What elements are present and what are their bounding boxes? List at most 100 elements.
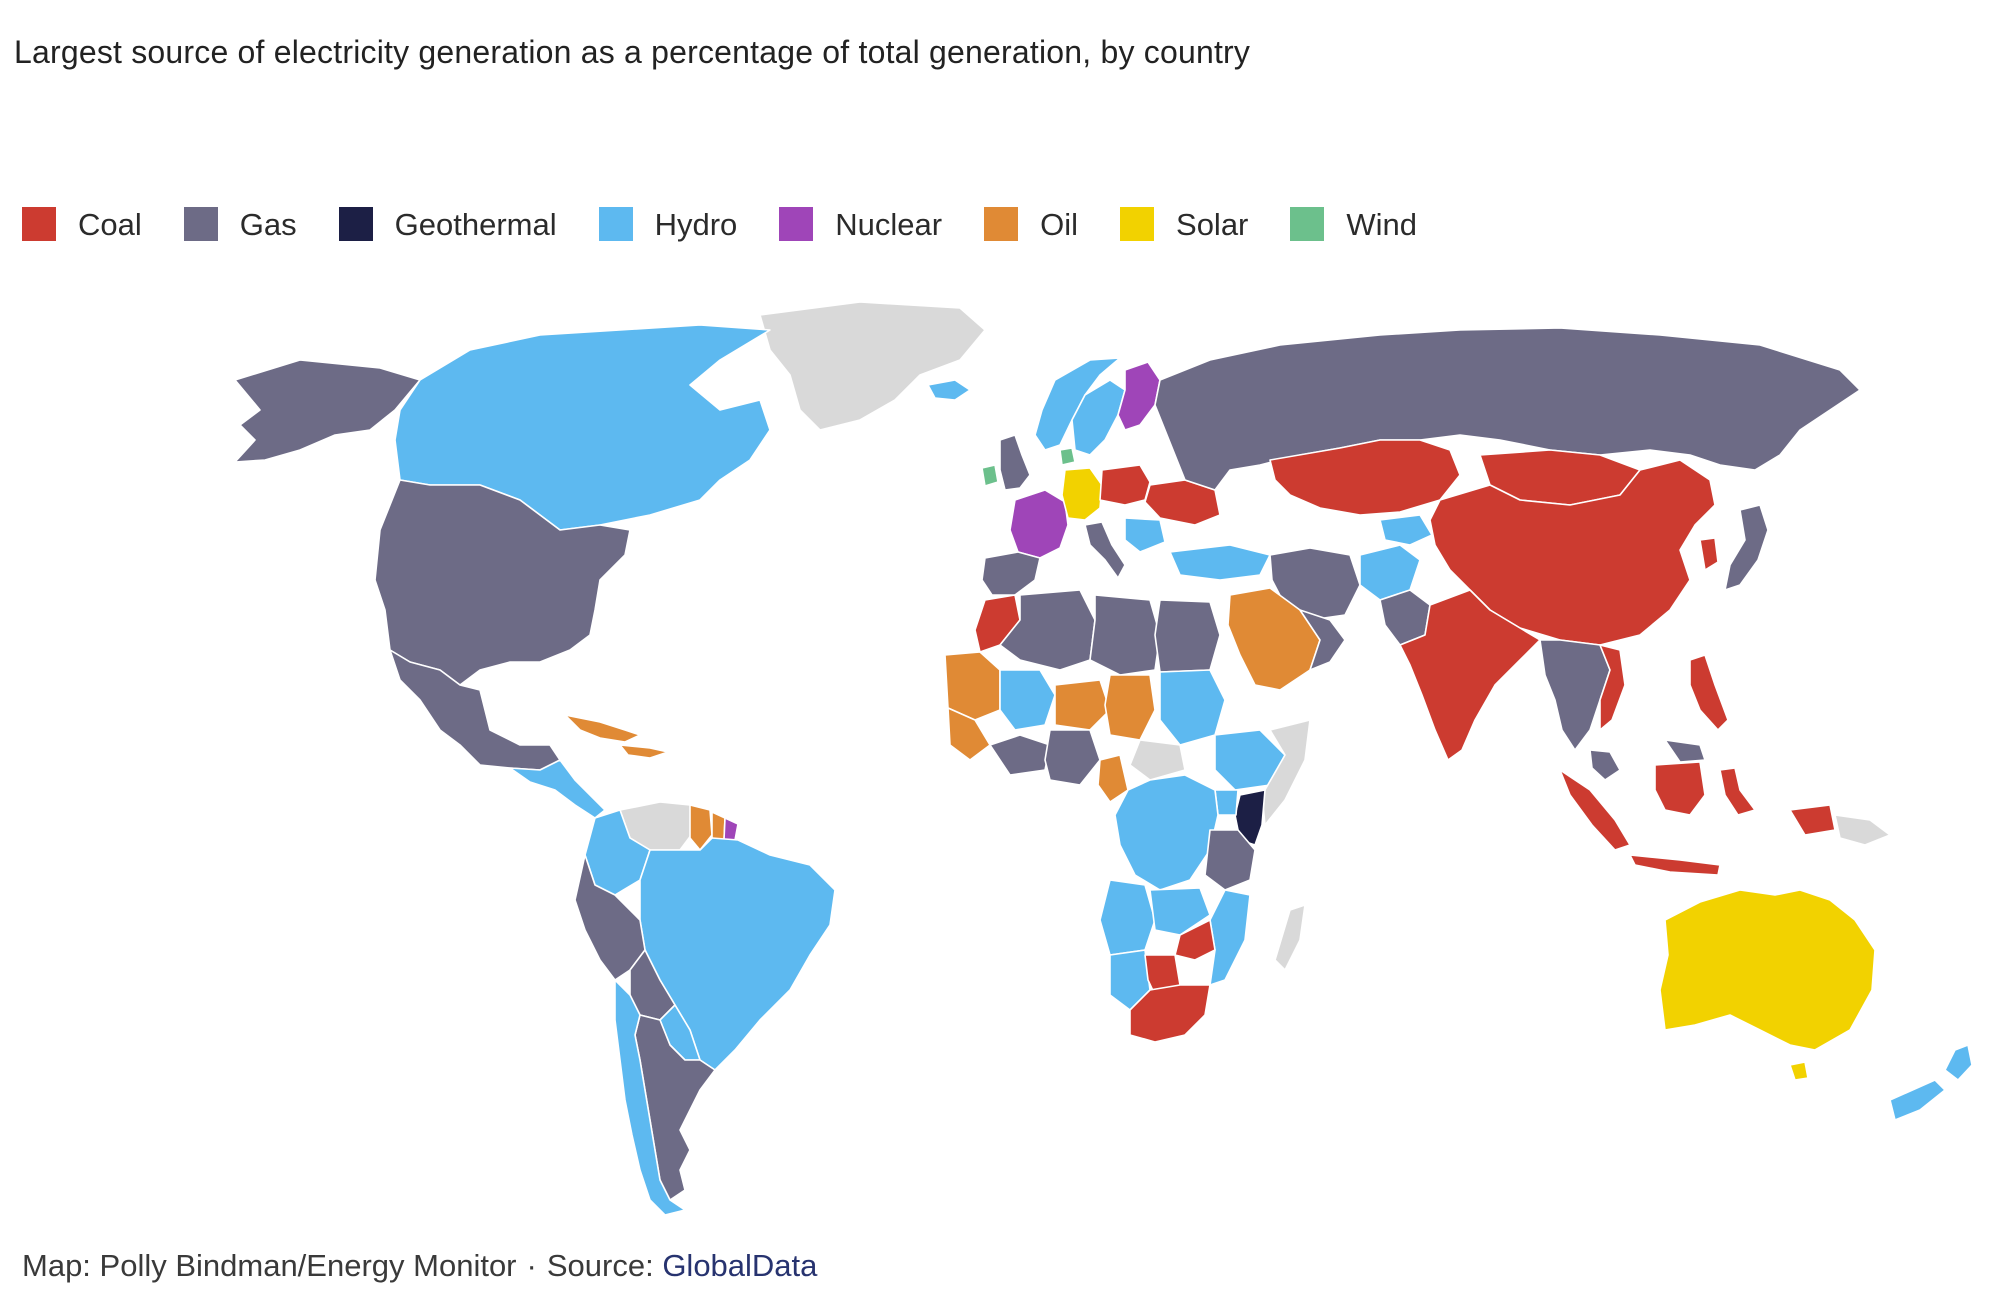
legend-item-wind: Wind — [1290, 207, 1417, 241]
legend-item-solar: Solar — [1120, 207, 1248, 241]
region-turkey — [1169, 544, 1271, 581]
region-balkans — [1124, 517, 1166, 553]
credit-separator: · — [526, 1248, 537, 1283]
chart-title: Largest source of electricity generation… — [14, 34, 1251, 70]
region-saudi-arabia — [1227, 587, 1321, 691]
legend-swatch-hydro — [598, 207, 633, 241]
region-central-african-republic — [1129, 739, 1186, 781]
region-vietnam — [1599, 644, 1626, 731]
region-libya — [1089, 594, 1161, 676]
credit-source-link[interactable]: GlobalData — [662, 1248, 818, 1283]
region-iran — [1269, 547, 1361, 621]
legend-item-nuclear: Nuclear — [779, 207, 942, 241]
region-iberia — [981, 551, 1041, 596]
region-south-africa — [1129, 984, 1211, 1043]
legend-swatch-geothermal — [338, 207, 373, 241]
region-west-africa-south — [989, 734, 1051, 776]
region-zambia — [1149, 887, 1211, 936]
legend-item-hydro: Hydro — [598, 206, 738, 242]
region-nigeria — [1044, 729, 1101, 786]
region-madagascar — [1274, 904, 1306, 971]
region-central-asia-hydro — [1379, 514, 1433, 546]
region-chile — [614, 979, 686, 1216]
region-central-america — [509, 759, 606, 819]
legend-swatch-solar — [1120, 207, 1155, 241]
region-alaska — [234, 359, 421, 463]
region-italy — [1084, 521, 1126, 579]
legend-swatch-nuclear — [779, 207, 814, 241]
region-niger — [1054, 679, 1111, 731]
region-borneo-malaysia — [1664, 739, 1706, 763]
region-caribbean — [564, 714, 641, 743]
legend-item-coal: Coal — [22, 207, 142, 241]
region-guyana — [689, 804, 713, 851]
legend-label-coal: Coal — [78, 206, 142, 242]
region-tasmania — [1789, 1061, 1809, 1081]
region-se-asia-mainland — [1539, 639, 1611, 751]
legend-label-solar: Solar — [1176, 206, 1249, 242]
credit-map: Map: Polly Bindman/Energy Monitor — [22, 1248, 517, 1283]
legend-swatch-oil — [984, 207, 1019, 241]
legend-label-wind: Wind — [1346, 206, 1418, 242]
region-mali — [999, 669, 1056, 731]
region-philippines — [1689, 654, 1729, 731]
credit-line: Map: Polly Bindman/Energy Monitor · Source… — [22, 1248, 817, 1284]
region-french-guiana — [723, 817, 739, 841]
legend-swatch-coal — [22, 207, 56, 241]
region-indonesia-borneo — [1654, 761, 1706, 816]
world-map — [0, 290, 2000, 1220]
region-indonesia-java — [1629, 854, 1721, 876]
legend-label-gas: Gas — [239, 206, 297, 242]
credit-source-label: Source: — [546, 1248, 654, 1283]
region-gulf — [1299, 609, 1346, 671]
region-dr-congo — [1114, 774, 1219, 891]
legend-label-geothermal: Geothermal — [394, 206, 557, 242]
region-sweden — [1071, 379, 1126, 456]
region-uk — [999, 434, 1031, 491]
region-zimbabwe — [1174, 919, 1216, 961]
region-new-zealand-south — [1889, 1079, 1946, 1121]
region-uganda — [1214, 789, 1239, 816]
legend-item-geothermal: Geothermal — [338, 206, 557, 242]
region-finland — [1117, 361, 1161, 431]
region-australia — [1659, 889, 1876, 1051]
region-indonesia-sulawesi — [1719, 767, 1756, 816]
region-japan — [1724, 504, 1769, 591]
region-malaysia — [1589, 749, 1621, 781]
region-tanzania — [1204, 829, 1256, 891]
legend-label-nuclear: Nuclear — [835, 206, 943, 242]
legend-swatch-wind — [1290, 207, 1325, 241]
region-india — [1399, 589, 1541, 761]
region-mozambique — [1209, 889, 1251, 986]
region-algeria — [999, 589, 1096, 671]
region-angola — [1099, 879, 1156, 956]
region-png — [1834, 814, 1891, 846]
region-cameroon — [1097, 754, 1129, 803]
region-france — [1009, 489, 1069, 559]
region-caribbean-islands — [619, 744, 669, 759]
region-korea — [1699, 537, 1719, 571]
legend: Coal Gas Geothermal Hydro Nuclear Oil So… — [22, 203, 1459, 245]
region-denmark — [1059, 447, 1076, 466]
region-chad — [1104, 674, 1156, 741]
region-germany — [1061, 467, 1103, 521]
region-sudan — [1159, 669, 1226, 746]
world-map-svg — [234, 301, 1973, 1216]
region-west-africa-coast — [947, 707, 991, 761]
legend-swatch-gas — [183, 207, 218, 241]
legend-item-oil: Oil — [984, 207, 1078, 241]
legend-label-hydro: Hydro — [654, 206, 738, 242]
region-ireland — [981, 464, 999, 487]
region-usa — [374, 479, 631, 686]
legend-item-gas: Gas — [183, 206, 297, 242]
region-somalia — [1261, 719, 1311, 826]
region-iceland — [927, 379, 971, 401]
legend-label-oil: Oil — [1040, 206, 1079, 242]
region-indonesia-east — [1789, 804, 1836, 836]
region-suriname — [711, 811, 726, 841]
region-greenland — [759, 301, 986, 431]
region-egypt — [1154, 599, 1221, 673]
region-new-zealand — [1944, 1044, 1973, 1081]
region-poland — [1099, 464, 1151, 506]
